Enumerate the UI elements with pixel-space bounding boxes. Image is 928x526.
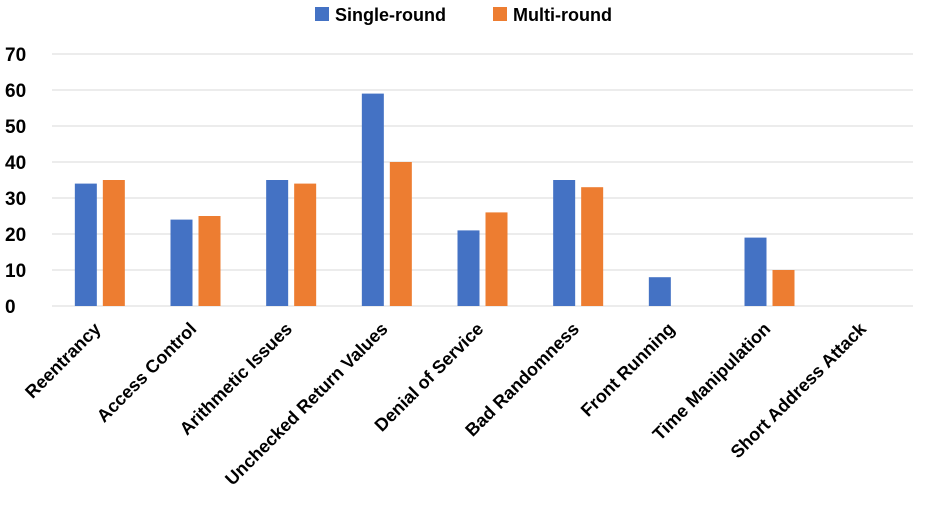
y-tick-label: 20 [5,225,26,246]
y-tick-label: 40 [5,153,26,174]
x-category-label: Front Running [577,319,679,421]
bar-single-round [648,277,671,306]
bars [74,93,795,306]
y-tick-label: 50 [5,117,26,138]
bar-multi-round [198,216,221,306]
y-tick-label: 10 [5,261,26,282]
x-category-label: Unchecked Return Values [221,319,391,489]
bar-single-round [744,237,767,306]
x-category-label: Access Control [93,319,201,427]
y-tick-label: 60 [5,81,26,102]
bar-single-round [361,93,384,306]
bar-multi-round [389,162,412,306]
legend-swatch-multi-round [493,7,507,21]
bar-single-round [266,180,289,306]
bar-multi-round [102,180,125,306]
gridlines [52,53,913,307]
x-category-label: Reentrancy [21,319,104,402]
y-tick-label: 0 [5,297,16,318]
legend-swatch-single-round [315,7,329,21]
y-tick-label: 70 [5,45,26,66]
legend: Single-round Multi-round [315,5,612,25]
y-tick-label: 30 [5,189,26,210]
bar-multi-round [772,270,795,306]
bar-single-round [457,230,480,306]
legend-label-single-round: Single-round [335,5,446,25]
legend-label-multi-round: Multi-round [513,5,612,25]
bar-single-round [170,219,193,306]
bar-single-round [553,180,576,306]
bar-multi-round [294,183,317,306]
y-axis-ticks: 0 10 20 30 40 50 60 70 [5,45,26,318]
bar-multi-round [485,212,508,306]
bar-multi-round [581,187,604,306]
bar-single-round [74,183,97,306]
